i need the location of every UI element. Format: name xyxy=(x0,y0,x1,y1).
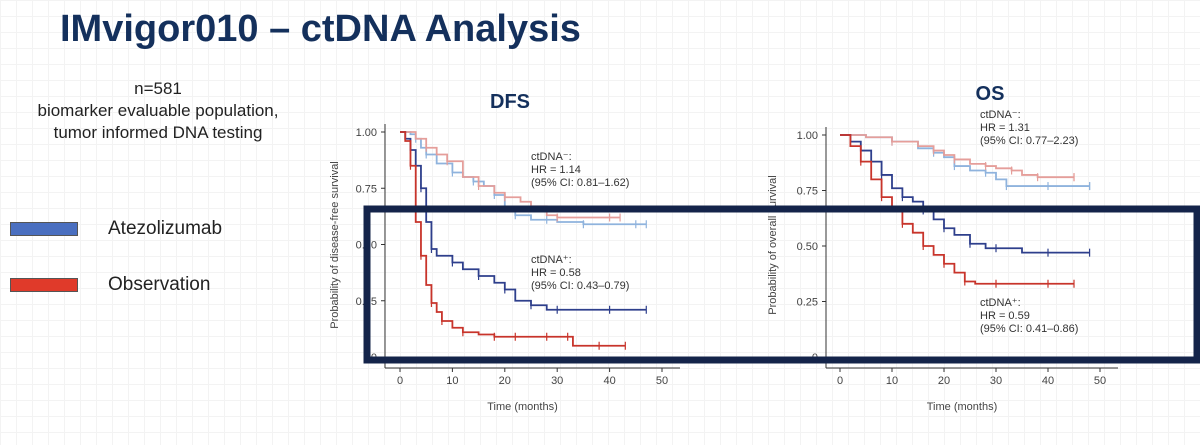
hr-annotation-line: HR = 1.31 xyxy=(980,122,1030,134)
y-tick-label: 1.00 xyxy=(356,127,377,139)
series-line xyxy=(840,134,1074,285)
hr-annotation-line: ctDNA⁻: xyxy=(531,151,572,163)
x-tick-label: 10 xyxy=(886,375,898,387)
population-line: tumor informed DNA testing xyxy=(53,123,263,142)
y-axis-label: Probability of overall survival xyxy=(767,175,779,314)
series-line xyxy=(400,131,621,219)
hr-annotation-line: ctDNA⁻: xyxy=(980,109,1021,121)
population-description: n=581 biomarker evaluable population, tu… xyxy=(8,78,308,144)
x-tick-label: 0 xyxy=(397,375,403,387)
hr-annotation-line: (95% CI: 0.41–0.86) xyxy=(980,323,1078,335)
x-tick-label: 40 xyxy=(603,375,615,387)
x-tick-label: 30 xyxy=(551,375,563,387)
y-tick-label: 0.75 xyxy=(797,186,818,198)
x-tick-label: 20 xyxy=(938,375,950,387)
legend-swatch-atezolizumab xyxy=(10,222,78,236)
series-line xyxy=(400,131,647,311)
chart-title: DFS xyxy=(490,91,530,113)
chart-title: OS xyxy=(976,83,1005,105)
series-line xyxy=(400,131,626,347)
x-tick-label: 0 xyxy=(837,375,843,387)
x-tick-label: 50 xyxy=(656,375,668,387)
x-tick-label: 20 xyxy=(499,375,511,387)
hr-annotation-line: HR = 1.14 xyxy=(531,164,581,176)
y-tick-label: 0.50 xyxy=(797,241,818,253)
y-tick-label: 1.00 xyxy=(797,130,818,142)
page-title: IMvigor010 – ctDNA Analysis xyxy=(60,8,581,50)
legend-swatch-observation xyxy=(10,278,78,292)
series-line xyxy=(840,134,1074,179)
series-line xyxy=(840,134,1090,254)
y-tick-label: 0.75 xyxy=(356,183,377,195)
legend-item-observation: Observation xyxy=(10,270,210,300)
population-line: biomarker evaluable population, xyxy=(37,101,279,120)
x-axis-label: Time (months) xyxy=(927,401,998,413)
hr-annotation-line: (95% CI: 0.77–2.23) xyxy=(980,135,1078,147)
hr-annotation-line: ctDNA⁺: xyxy=(980,297,1021,309)
x-tick-label: 10 xyxy=(446,375,458,387)
y-axis-label: Probability of disease-free survival xyxy=(329,161,341,329)
highlight-box xyxy=(363,205,1200,364)
y-tick-label: 0.25 xyxy=(797,297,818,309)
hr-annotation-line: HR = 0.59 xyxy=(980,310,1030,322)
hr-annotation-line: HR = 0.58 xyxy=(531,267,581,279)
x-axis-label: Time (months) xyxy=(487,401,558,413)
hr-annotation-line: (95% CI: 0.43–0.79) xyxy=(531,280,629,292)
x-tick-label: 50 xyxy=(1094,375,1106,387)
legend-label: Observation xyxy=(108,274,211,295)
hr-annotation-line: (95% CI: 0.81–1.62) xyxy=(531,177,629,189)
hr-annotation-line: ctDNA⁺: xyxy=(531,254,572,266)
x-tick-label: 40 xyxy=(1042,375,1054,387)
legend-item-atezolizumab: Atezolizumab xyxy=(10,214,222,244)
legend-label: Atezolizumab xyxy=(108,218,223,239)
population-line: n=581 xyxy=(134,79,182,98)
x-tick-label: 30 xyxy=(990,375,1002,387)
